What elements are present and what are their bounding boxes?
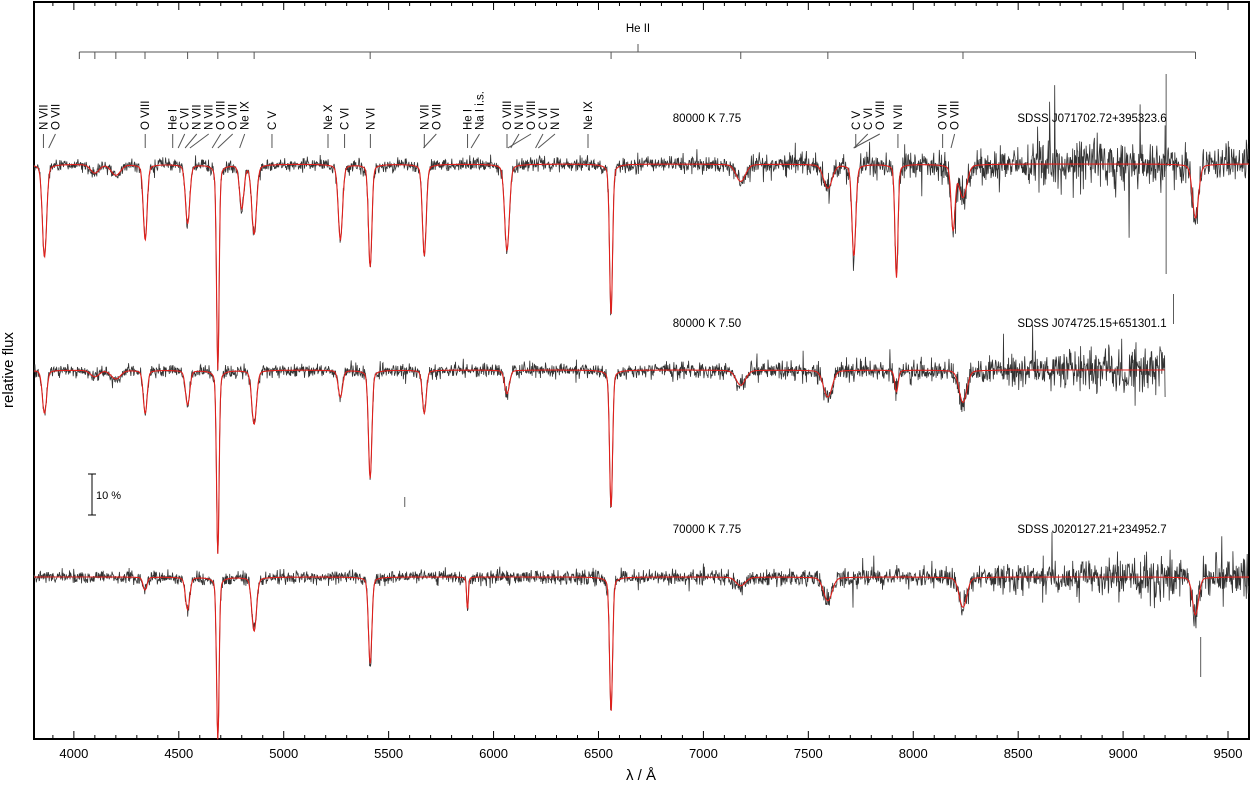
ion-label: O VIII	[502, 101, 514, 130]
ion-label-leader	[507, 133, 532, 149]
he2-line-ladder: He II	[78, 23, 1196, 59]
ion-label-leader	[177, 133, 186, 149]
ion-label: C VI	[340, 108, 352, 130]
x-tick-label: 6000	[479, 746, 508, 761]
scale-bar-label: 10 %	[96, 490, 121, 502]
ion-label: N VI	[365, 108, 377, 130]
x-tick-label: 8500	[1004, 746, 1033, 761]
ion-label-leader	[537, 133, 556, 149]
ion-label: Ne IX	[240, 101, 252, 130]
ion-label: C VI	[538, 108, 550, 130]
ion-label: O VII	[938, 104, 950, 130]
ion-label: O VII	[228, 104, 240, 130]
observed-spectrum-2	[33, 324, 1166, 554]
ion-label: C V	[851, 111, 863, 131]
scale-bar: 10 %	[88, 473, 121, 516]
ion-label-leader	[853, 133, 869, 149]
ion-label-leader	[950, 133, 956, 149]
x-tick-label: 5000	[269, 746, 298, 761]
model-parameters: 80000 K 7.75	[673, 113, 741, 125]
x-tick-label: 4500	[164, 746, 193, 761]
ion-label: O VII	[431, 104, 443, 130]
ion-label-leader	[423, 133, 437, 149]
ion-label: He I	[463, 109, 475, 130]
ion-label: N VII	[419, 104, 431, 130]
ion-label: O VIII	[140, 101, 152, 130]
x-tick-label: 4000	[59, 746, 88, 761]
model-spectrum-1	[33, 163, 1249, 370]
he2-label: He II	[626, 23, 650, 35]
ion-label: N VII	[38, 104, 50, 130]
x-tick-label: 6500	[584, 746, 613, 761]
spectrum-name: SDSS J071702.72+395323.6	[1017, 113, 1166, 125]
ion-label: N VII	[204, 104, 216, 130]
ion-label-leader	[189, 133, 210, 149]
ion-label: Na I i.s.	[475, 91, 487, 130]
ion-label: N VII	[893, 104, 905, 130]
ion-label: O VIII	[526, 101, 538, 130]
ion-label: O VII	[50, 104, 62, 130]
ion-label: N VII	[192, 104, 204, 130]
ion-label: C VI	[180, 108, 192, 130]
ion-label: O VIII	[216, 101, 228, 130]
ion-label-leader	[239, 133, 246, 149]
parameter-labels: 80000 K 7.75 SDSS J071702.72+395323.6 8000…	[673, 113, 1167, 536]
observed-spectrum-1	[33, 85, 1249, 372]
ion-label-leader	[853, 133, 880, 149]
x-tick-label: 7000	[689, 746, 718, 761]
model-spectrum-2	[33, 369, 1165, 554]
y-axis-label: relative flux	[0, 332, 17, 408]
spectrum-name: SDSS J020127.21+234952.7	[1017, 524, 1166, 536]
ion-label: Ne IX	[583, 101, 595, 130]
ion-label: C VI	[863, 108, 875, 130]
ion-label-leader	[217, 133, 234, 149]
x-tick-label: 5500	[374, 746, 403, 761]
ion-label-leader	[211, 133, 222, 149]
ion-label-leader	[470, 133, 480, 149]
ion-label-leader	[535, 133, 544, 149]
x-tick-label: 7500	[794, 746, 823, 761]
observed-spectrum-3	[33, 532, 1249, 739]
x-tick-label: 8000	[899, 746, 928, 761]
ion-label: C V	[267, 111, 279, 131]
ion-label-leader	[48, 133, 56, 149]
ion-label: He I	[168, 109, 180, 130]
model-parameters: 80000 K 7.50	[673, 318, 741, 330]
spectra-traces	[33, 74, 1249, 740]
ion-label: O VIII	[950, 101, 962, 130]
x-axis: 4000 4500 5000 5500 6000 6500 7000 7500 8000 8500…	[52, 2, 1250, 761]
ion-label: N VII	[514, 104, 526, 130]
x-tick-label: 9500	[1214, 746, 1243, 761]
x-axis-label: λ / Å	[626, 767, 656, 784]
model-spectrum-3	[34, 576, 1249, 740]
spectrum-name: SDSS J074725.15+651301.1	[1017, 318, 1166, 330]
ion-label: N VI	[550, 108, 562, 130]
ion-label: O VIII	[875, 101, 887, 130]
ion-label-leader	[184, 133, 198, 149]
model-parameters: 70000 K 7.75	[673, 524, 741, 536]
x-tick-label: 9000	[1109, 746, 1138, 761]
ion-label: Ne X	[323, 104, 335, 130]
